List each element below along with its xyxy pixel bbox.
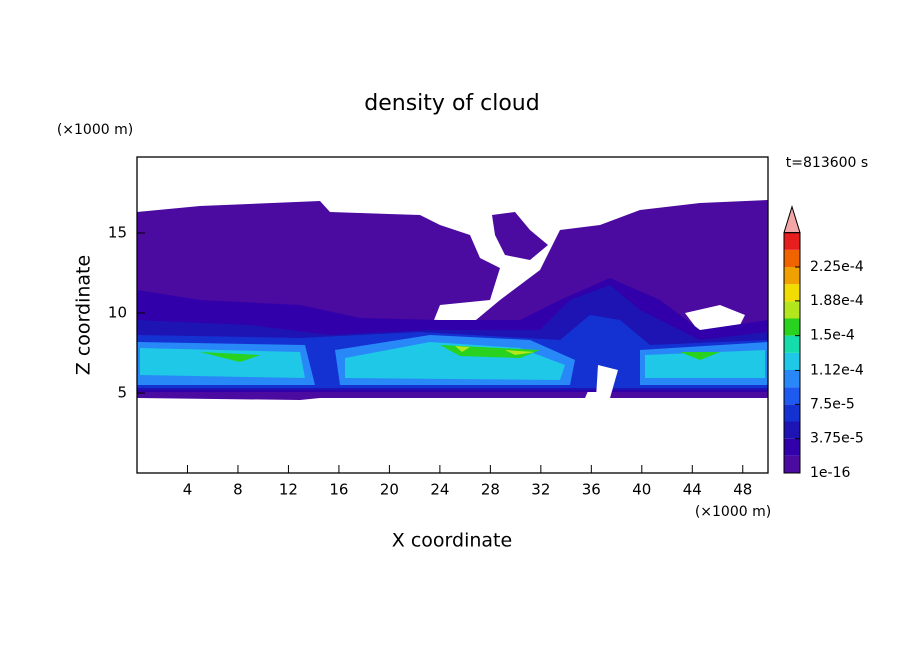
x-tick-label: 12 xyxy=(279,481,298,499)
colorbar-segment xyxy=(784,232,800,250)
colorbar-extend xyxy=(783,204,801,234)
contour-field xyxy=(137,200,768,400)
colorbar-segment xyxy=(784,455,800,473)
x-tick-label: 48 xyxy=(733,481,752,499)
annotation: t=813600 s xyxy=(786,155,868,171)
colorbar-segment xyxy=(784,267,800,285)
plot-frame xyxy=(136,156,769,474)
colorbar-segment xyxy=(784,249,800,267)
x-tick-label: 28 xyxy=(481,481,500,499)
colorbar-tick-label: 1e-16 xyxy=(810,465,850,481)
colorbar-segment xyxy=(784,438,800,456)
x-unit: (×1000 m) xyxy=(695,504,771,520)
colorbar-segment xyxy=(784,387,800,405)
contour-region xyxy=(596,365,618,398)
x-tick-label: 40 xyxy=(632,481,651,499)
x-tick-label: 24 xyxy=(430,481,449,499)
contour-region xyxy=(492,212,548,260)
x-tick-label: 32 xyxy=(531,481,550,499)
colorbar-tick-label: 1.5e-4 xyxy=(810,328,855,344)
y-tick-label: 10 xyxy=(108,304,127,322)
colorbar-segment xyxy=(784,301,800,319)
colorbar-segment xyxy=(784,370,800,388)
x-tick-label: 20 xyxy=(380,481,399,499)
colorbar-tick-label: 7.5e-5 xyxy=(810,396,855,412)
colorbar-frame xyxy=(783,232,801,474)
colorbar-segment xyxy=(784,335,800,353)
colorbar-tick-label: 1.12e-4 xyxy=(810,362,864,378)
colorbar-segment xyxy=(784,318,800,336)
colorbar-segment xyxy=(784,284,800,302)
y-tick-label: 15 xyxy=(108,224,127,242)
colorbar-tick-label: 1.88e-4 xyxy=(810,293,864,309)
y-axis-label: Z coordinate xyxy=(73,255,95,375)
colorbar-tick-label: 3.75e-5 xyxy=(810,431,864,447)
colorbar-segment xyxy=(784,352,800,370)
contour-region xyxy=(140,342,765,380)
y-tick-label: 5 xyxy=(117,384,127,402)
contour-region xyxy=(200,345,720,362)
y-unit: (×1000 m) xyxy=(57,122,133,138)
x-axis-label: X coordinate xyxy=(392,530,512,552)
contour-region xyxy=(455,346,535,355)
x-tick-label: 8 xyxy=(233,481,243,499)
x-tick-label: 16 xyxy=(329,481,348,499)
colorbar-segment xyxy=(784,404,800,422)
x-tick-label: 36 xyxy=(582,481,601,499)
colorbar-segment xyxy=(784,421,800,439)
x-tick-label: 4 xyxy=(183,481,193,499)
colorbar-tick-label: 2.25e-4 xyxy=(810,259,864,275)
chart-title: density of cloud xyxy=(364,91,539,116)
x-tick-label: 44 xyxy=(683,481,702,499)
